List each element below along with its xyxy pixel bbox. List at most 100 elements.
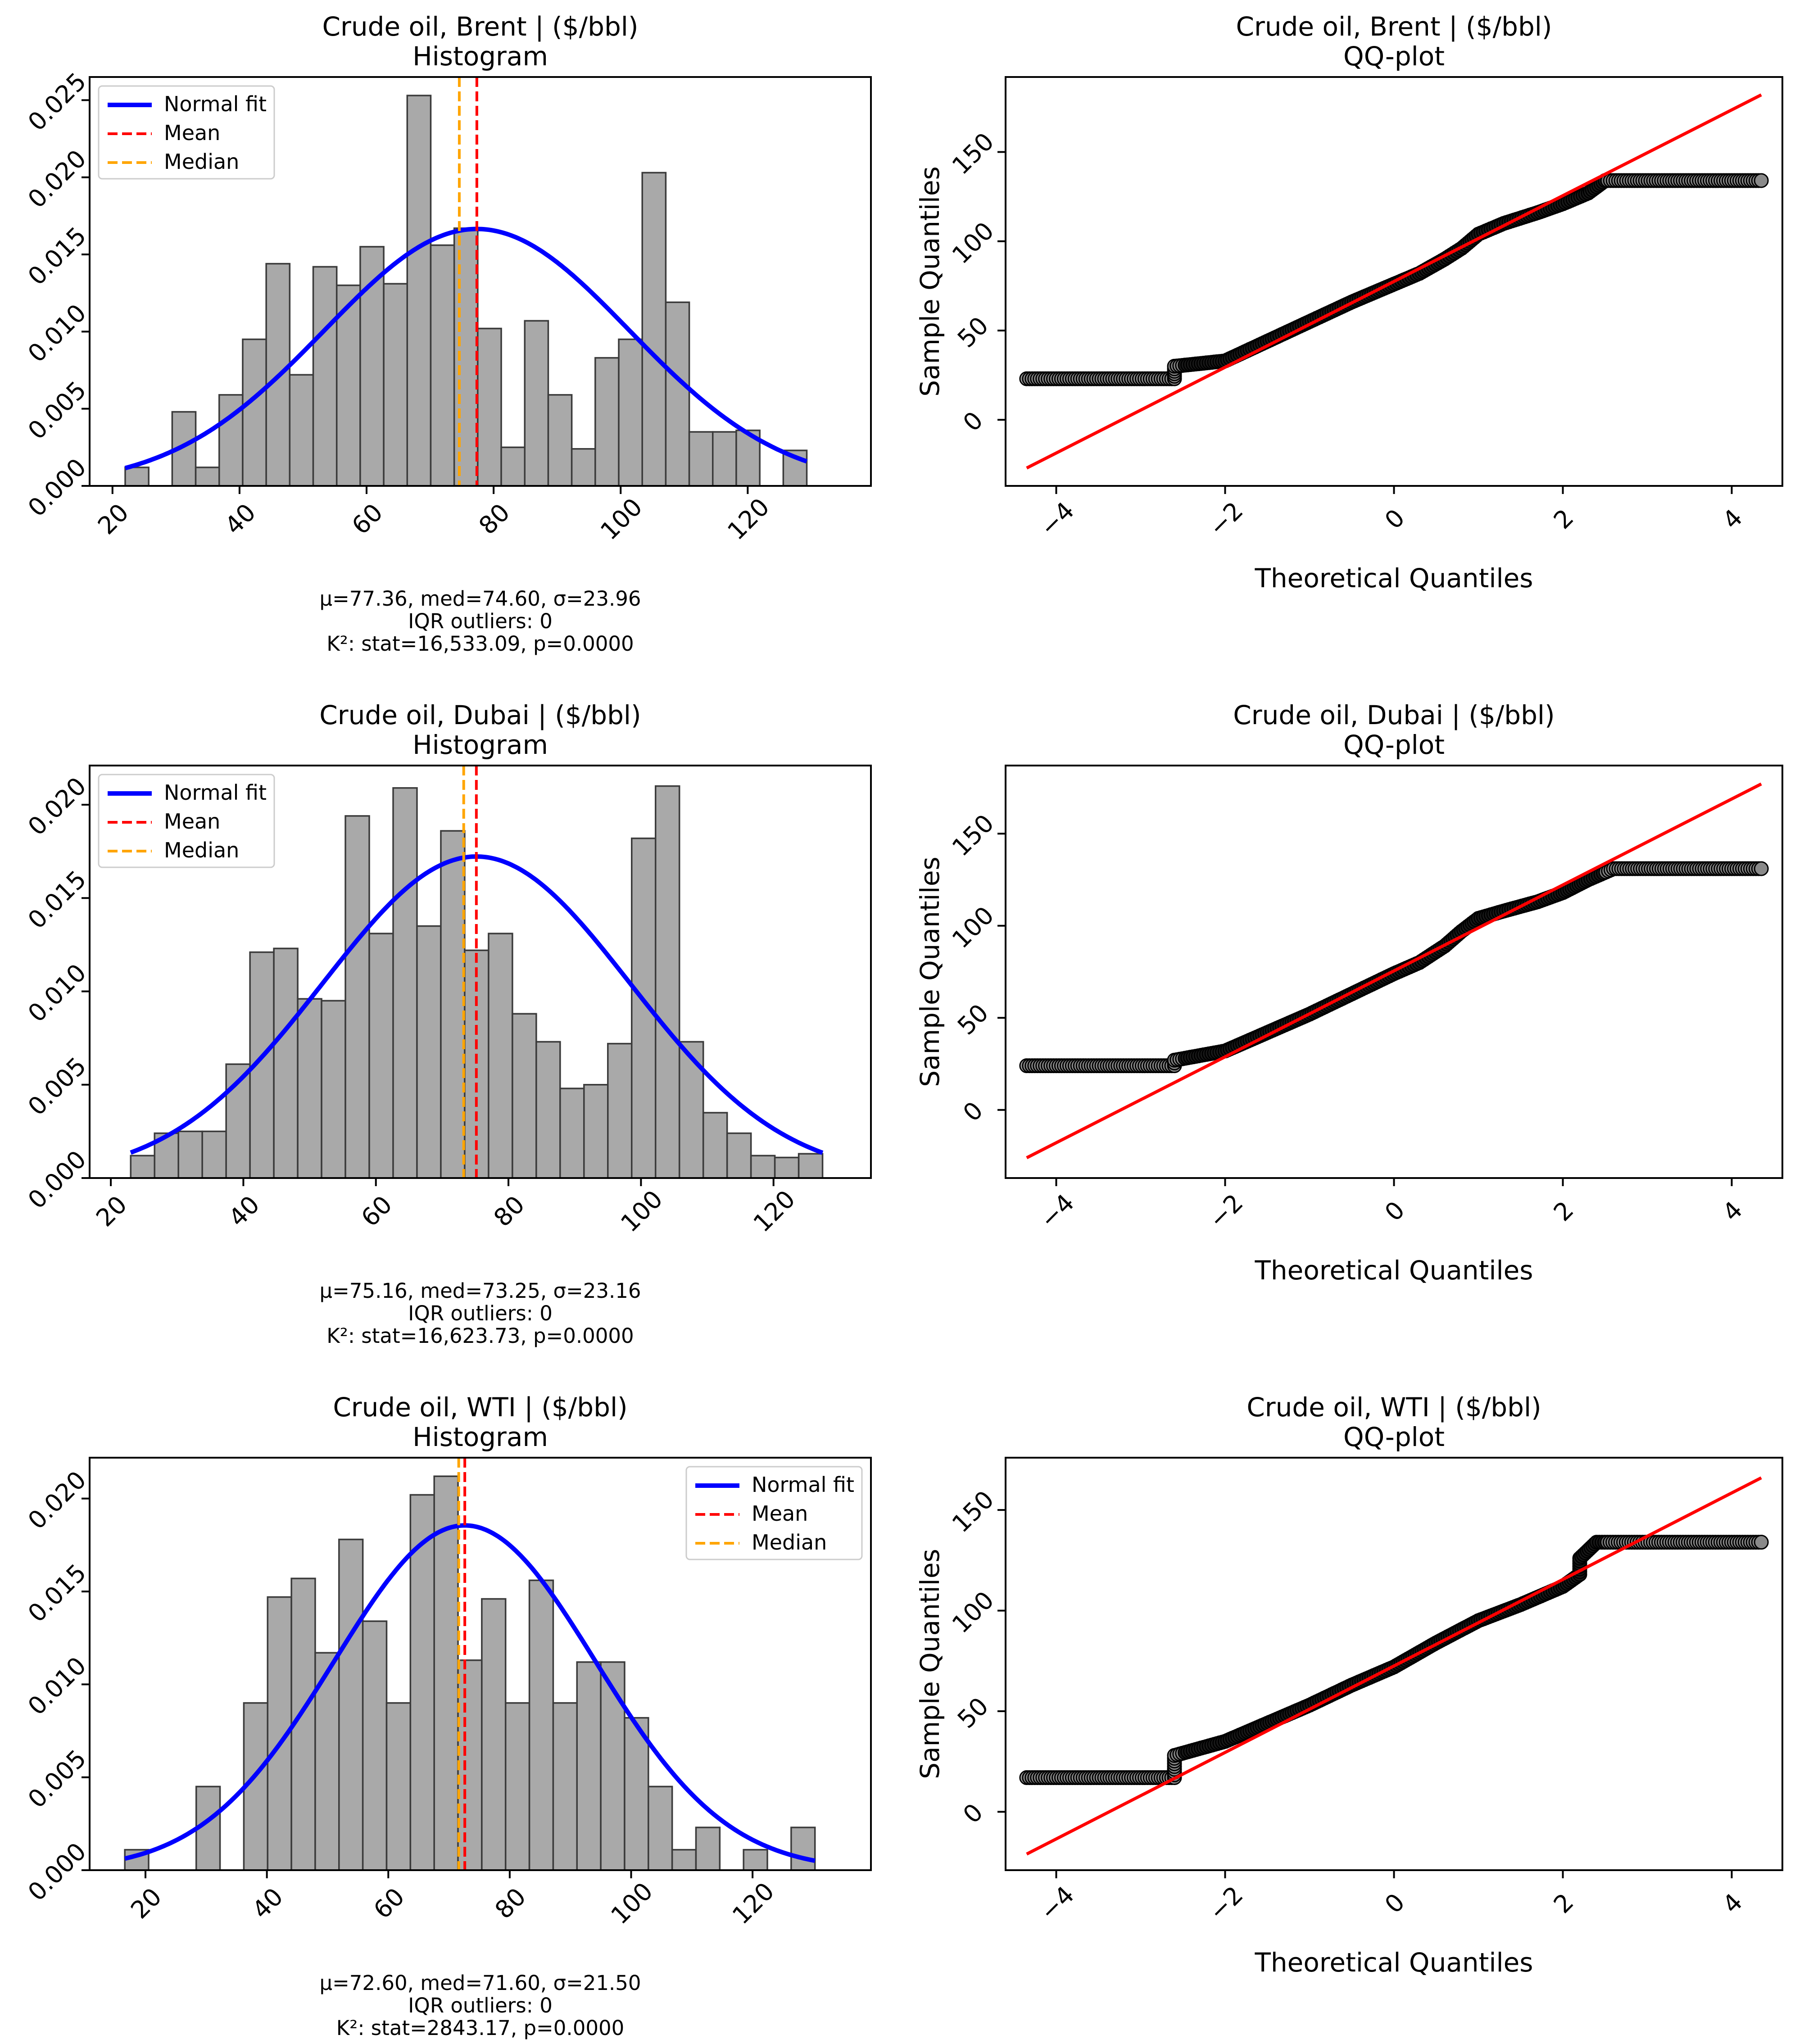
legend-box (685, 1466, 863, 1560)
x-tick-label: 2 (1548, 1888, 1579, 1919)
qq-points (1019, 1535, 1769, 1785)
x-tick-label: 80 (473, 498, 515, 540)
histogram-bar (406, 95, 432, 486)
stats-text: K²: stat=16,533.09, p=0.0000 (326, 632, 634, 656)
y-tick-label: 50 (952, 998, 994, 1040)
y-tick-label: 50 (952, 1692, 994, 1734)
x-tick-label: 80 (488, 1190, 530, 1232)
histogram-bar (383, 283, 408, 486)
histogram-bar (477, 327, 502, 486)
histogram-bar (665, 301, 690, 486)
histogram-bar (695, 1826, 721, 1870)
histogram-bar (524, 320, 549, 486)
x-tick-label: 0 (1379, 1888, 1410, 1919)
legend: Normal fit Mean Median (98, 774, 275, 868)
histogram-bar (321, 1000, 346, 1178)
x-tick-label: 100 (615, 1185, 668, 1237)
y-tick-label: 50 (952, 311, 994, 353)
y-tick-label: 0.020 (23, 1465, 92, 1535)
histogram-panel-0: Crude oil, Brent | ($/bbl)Histogram Norma… (23, 11, 872, 656)
histogram-bar (654, 785, 680, 1178)
normal-fit-line (124, 227, 808, 471)
axes-frame (89, 1457, 872, 1871)
stats-text: K²: stat=16,623.73, p=0.0000 (326, 1324, 634, 1348)
y-tick-label: 0.025 (23, 67, 92, 136)
y-tick-label: 100 (947, 217, 999, 269)
panel-title: Crude oil, WTI | ($/bbl) (1247, 1392, 1541, 1423)
histogram-bar (335, 284, 361, 486)
y-tick-label: 0.010 (23, 958, 92, 1028)
x-tick-label: 2 (1548, 503, 1579, 535)
histogram-bar (618, 338, 643, 486)
histogram-bar (392, 787, 418, 1178)
histogram-bar (430, 244, 455, 486)
legend-label: Normal fit (752, 1473, 854, 1497)
panel-title: Crude oil, Brent | ($/bbl) (322, 11, 638, 42)
histogram-bar (641, 172, 667, 486)
x-tick-label: 4 (1717, 503, 1748, 535)
panel-subtitle: Histogram (412, 41, 548, 72)
y-tick-label: 0.015 (23, 222, 92, 291)
histogram-bar (678, 1041, 704, 1178)
histogram-bar (702, 1112, 728, 1178)
panel-subtitle: QQ-plot (1343, 41, 1445, 72)
x-tick-label: −2 (1203, 496, 1249, 542)
x-tick-label: 0 (1379, 503, 1410, 535)
plot-area (1019, 782, 1769, 1160)
x-tick-label: 20 (91, 1190, 132, 1232)
y-axis-label: Sample Quantiles (915, 166, 945, 397)
histogram-bar (726, 1132, 752, 1178)
y-axis-label: Sample Quantiles (915, 857, 945, 1087)
legend-box (98, 85, 275, 180)
qq-point (1754, 861, 1769, 876)
qq-point (1754, 1535, 1769, 1550)
panel-subtitle: Histogram (412, 730, 548, 760)
histogram-bar (297, 998, 322, 1178)
qqplot-panel-1: Crude oil, Brent | ($/bbl)QQ-plot Theoret… (915, 11, 1783, 594)
histogram-bar (671, 1849, 697, 1870)
y-tick-label: 150 (947, 809, 999, 861)
histogram-bar (594, 357, 620, 486)
histogram-bar (735, 429, 761, 486)
y-tick-label: 0.010 (23, 299, 92, 368)
stats-text: μ=72.60, med=71.60, σ=21.50 (319, 1971, 641, 1995)
y-tick-label: 0 (957, 1096, 988, 1127)
qq-fit-line (1026, 93, 1762, 470)
qq-points (1019, 173, 1769, 386)
y-tick-label: 0.000 (23, 1145, 92, 1215)
histogram-bar (195, 467, 220, 486)
x-tick-label: 0 (1379, 1196, 1410, 1227)
histogram-bar (457, 1659, 483, 1870)
x-tick-label: 20 (92, 498, 134, 540)
histogram-bar (338, 1538, 364, 1870)
histogram-bar (547, 394, 573, 486)
y-tick-label: 0 (957, 406, 988, 437)
histogram-bar (344, 815, 370, 1178)
histogram-bar (440, 830, 466, 1178)
stats-text: IQR outliers: 0 (408, 1994, 553, 2017)
legend-label: Mean (752, 1501, 808, 1526)
y-tick-label: 0.000 (23, 453, 92, 522)
x-tick-label: 80 (490, 1882, 531, 1924)
histogram-bar (583, 1084, 609, 1178)
histogram-bar (600, 1661, 626, 1870)
y-tick-label: 150 (947, 1485, 999, 1538)
histogram-bar (130, 1155, 155, 1178)
legend-label: Median (164, 838, 239, 862)
y-tick-label: 100 (947, 1586, 999, 1639)
legend: Normal fit Mean Median (98, 85, 275, 180)
histogram-bar (362, 1620, 388, 1870)
panel-subtitle: QQ-plot (1343, 730, 1445, 760)
y-tick-label: 150 (947, 127, 999, 180)
normal-fit-line (124, 1523, 816, 1863)
histogram-bar (368, 933, 394, 1178)
legend-label: Mean (164, 121, 220, 145)
x-tick-label: −2 (1203, 1188, 1249, 1234)
legend-label: Median (164, 150, 239, 174)
x-tick-label: 100 (595, 493, 648, 545)
panel-subtitle: QQ-plot (1343, 1422, 1445, 1452)
y-axis-label: Sample Quantiles (915, 1549, 945, 1779)
x-tick-label: 120 (748, 1185, 801, 1237)
x-tick-label: 60 (346, 498, 388, 540)
